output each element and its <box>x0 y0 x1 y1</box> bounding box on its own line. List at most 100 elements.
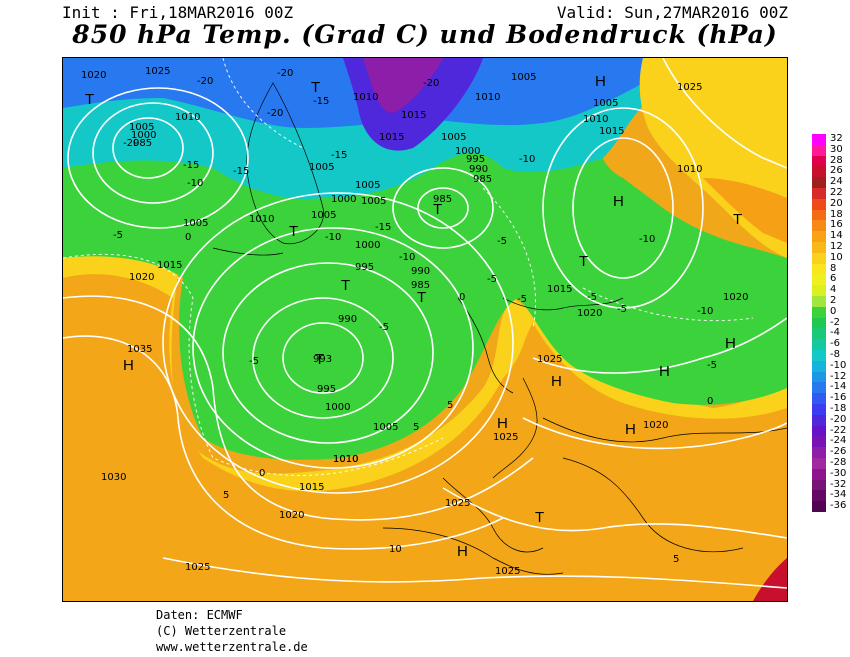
legend-swatch <box>812 447 826 459</box>
pressure-label: 990 <box>411 266 430 277</box>
pressure-label: 1015 <box>547 284 572 295</box>
pressure-label: 985 <box>473 174 492 185</box>
high-center: H <box>497 415 508 432</box>
legend-swatch <box>812 404 826 415</box>
pressure-labels: 1020 1025 1010 1005 1000 985 1005 1010 1… <box>81 66 748 577</box>
legend-swatch <box>812 501 826 513</box>
temp-label: -10 <box>187 178 203 189</box>
legend-swatch <box>812 134 826 145</box>
pressure-label: 1005 <box>311 210 336 221</box>
pressure-label: 1015 <box>379 132 404 143</box>
legend-swatch <box>812 382 826 394</box>
pressure-label: 1020 <box>643 420 668 431</box>
coastlines <box>212 82 787 575</box>
pressure-label: 995 <box>355 262 374 273</box>
legend-label: -26 <box>830 446 847 458</box>
low-center: T <box>535 509 544 526</box>
pressure-label: 1025 <box>493 432 518 443</box>
pressure-label: 1025 <box>495 566 520 577</box>
temp-label: -20 <box>197 76 213 87</box>
isotherms <box>63 58 754 476</box>
high-center: H <box>551 373 562 390</box>
temp-label: -15 <box>375 222 391 233</box>
temp-label: 5 <box>447 400 453 411</box>
pressure-label: 1025 <box>445 498 470 509</box>
pressure-label: 1005 <box>355 180 380 191</box>
valid-time: Valid: Sun,27MAR2016 00Z <box>556 3 788 22</box>
temp-label: -20 <box>123 138 139 149</box>
high-center: H <box>659 363 670 380</box>
map-canvas: 1020 1025 1010 1005 1000 985 1005 1010 1… <box>63 58 787 601</box>
temp-label: -15 <box>183 160 199 171</box>
legend-label: -16 <box>830 392 847 404</box>
weather-map: 1020 1025 1010 1005 1000 985 1005 1010 1… <box>62 57 788 602</box>
temp-label: 10 <box>389 544 402 555</box>
legend-swatch <box>812 155 826 167</box>
pressure-label: 1010 <box>583 114 608 125</box>
legend-swatch <box>812 296 826 307</box>
temp-label: -5 <box>379 322 389 333</box>
temp-label: -5 <box>587 292 597 303</box>
pressure-label: 985 <box>133 138 152 149</box>
legend-label: -4 <box>830 327 840 339</box>
pressure-label: 1035 <box>127 344 152 355</box>
pressure-label: 1010 <box>333 454 358 465</box>
website: www.wetterzentrale.de <box>156 640 308 654</box>
legend-label: 18 <box>830 208 843 220</box>
data-source: Daten: ECMWF <box>156 608 243 622</box>
temperature-labels: -20 -20 -20 -20 -20 -15 -15 -15 -15 -15 … <box>113 68 717 565</box>
high-center: H <box>123 357 134 374</box>
legend-label: 30 <box>830 143 843 155</box>
pressure-label: 1000 <box>331 194 356 205</box>
high-center: H <box>457 543 468 560</box>
pressure-label: 1020 <box>577 308 602 319</box>
legend-swatch <box>812 328 826 340</box>
pressure-label: 990 <box>338 314 357 325</box>
temp-label: -10 <box>697 306 713 317</box>
legend-swatch <box>812 436 826 448</box>
high-center: H <box>725 335 736 352</box>
low-center: T <box>289 223 298 240</box>
init-time: Init : Fri,18MAR2016 00Z <box>62 3 294 22</box>
temp-label: -5 <box>707 360 717 371</box>
temp-label: 0 <box>185 232 191 243</box>
legend-swatch <box>812 339 826 351</box>
legend-label: 0 <box>830 305 837 317</box>
pressure-label: 1000 <box>455 146 480 157</box>
legend-label: 10 <box>830 251 843 263</box>
legend-label: 2 <box>830 295 837 306</box>
legend-swatch <box>812 458 826 469</box>
warm-band-orange <box>63 274 787 601</box>
pressure-label: 1010 <box>175 112 200 123</box>
pressure-label: 1005 <box>511 72 536 83</box>
legend-label: -18 <box>830 403 847 414</box>
legend-swatch <box>812 252 826 264</box>
pressure-centers: T T T T T T T T T T H H H H H H H H H <box>85 73 742 560</box>
temp-label: -20 <box>267 108 283 119</box>
map-title: 850 hPa Temp. (Grad C) und Bodendruck (h… <box>72 20 778 49</box>
pressure-label: 1015 <box>599 126 624 137</box>
legend-label: 26 <box>830 165 843 177</box>
legend-swatch <box>812 188 826 199</box>
legend-swatch <box>812 220 826 232</box>
legend-label: 22 <box>830 187 843 198</box>
legend-swatch <box>812 231 826 243</box>
legend-swatch <box>812 177 826 189</box>
warm-pocket-ne-orange <box>703 178 787 243</box>
legend-label: -22 <box>830 424 847 436</box>
legend-label: -2 <box>830 316 840 328</box>
legend-swatch <box>812 468 826 480</box>
pressure-label: 1025 <box>145 66 170 77</box>
pressure-label: 985 <box>411 280 430 291</box>
high-center: H <box>613 193 624 210</box>
pressure-label: 1015 <box>157 260 182 271</box>
legend-swatch <box>812 144 826 156</box>
legend-swatch <box>812 317 826 329</box>
low-center: T <box>433 201 442 218</box>
low-center: T <box>85 91 94 108</box>
legend-label: -20 <box>830 413 847 425</box>
copyright: (C) Wetterzentrale <box>156 624 287 638</box>
pressure-label: 1005 <box>361 196 386 207</box>
legend-label: -36 <box>830 500 847 512</box>
legend-label: -30 <box>830 467 847 479</box>
